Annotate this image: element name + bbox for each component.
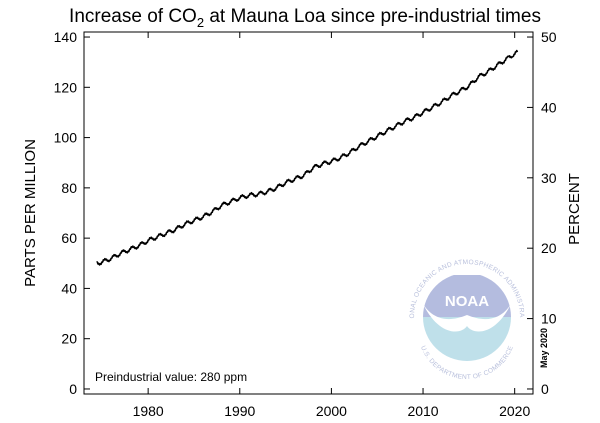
y-tick-label-right-20: 20 (541, 240, 557, 256)
plot-frame (83, 31, 534, 395)
x-axis: 1980 1990 2000 2010 2020 (133, 32, 530, 419)
y-axis-left: 0 20 40 60 80 100 120 140 (54, 29, 90, 397)
x-tick-label-2010: 2010 (407, 403, 438, 419)
y-axis-title-left: PARTS PER MILLION (22, 139, 39, 287)
y-tick-label-left-140: 140 (54, 29, 78, 45)
logo-bird (423, 304, 511, 332)
noaa-logo: NOAA NATIONAL OCEANIC AND ATMOSPHERIC AD… (0, 0, 525, 381)
y-tick-label-right-0: 0 (541, 381, 549, 397)
y-tick-label-right-50: 50 (541, 29, 557, 45)
y-axis-right: 0 10 20 30 40 50 (527, 29, 557, 397)
y-tick-label-left-40: 40 (61, 280, 77, 296)
y-axis-title-right: PERCENT (566, 173, 583, 245)
x-tick-label-2020: 2020 (499, 403, 530, 419)
y-tick-label-left-60: 60 (61, 230, 77, 246)
logo-ring-text-top: NATIONAL OCEANIC AND ATMOSPHERIC ADMINIS… (0, 0, 525, 319)
date-stamp: May 2020 (539, 328, 549, 368)
preindustrial-annotation: Preindustrial value: 280 ppm (95, 370, 247, 384)
x-tick-label-2000: 2000 (316, 403, 347, 419)
y-tick-label-left-120: 120 (54, 79, 78, 95)
y-tick-label-left-100: 100 (54, 130, 78, 146)
chart-title: Increase of CO2 at Mauna Loa since pre-i… (69, 6, 541, 30)
logo-wordmark: NOAA (445, 293, 489, 310)
x-tick-label-1980: 1980 (133, 403, 164, 419)
series-line-co2 (96, 49, 519, 266)
y-tick-label-right-10: 10 (541, 311, 557, 327)
x-tick-label-1990: 1990 (224, 403, 255, 419)
y-tick-label-right-30: 30 (541, 170, 557, 186)
y-tick-label-left-0: 0 (69, 381, 77, 397)
logo-sky (423, 275, 511, 317)
y-tick-label-right-40: 40 (541, 99, 557, 115)
y-tick-label-left-80: 80 (61, 180, 77, 196)
y-tick-label-left-20: 20 (61, 331, 77, 347)
